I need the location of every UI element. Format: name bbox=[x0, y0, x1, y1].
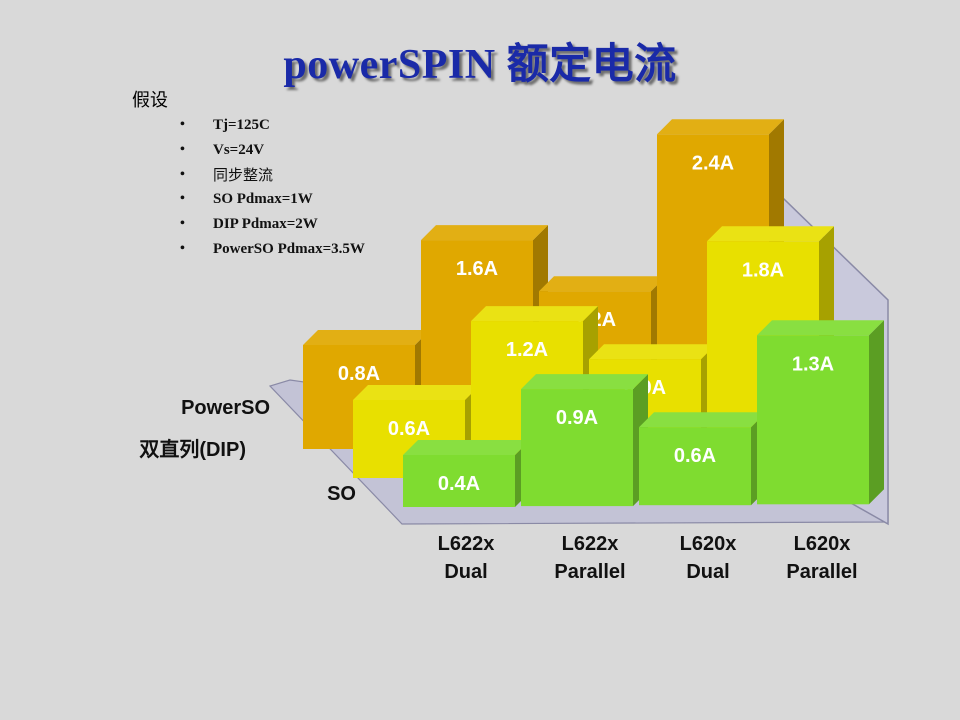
bar-top bbox=[421, 225, 548, 241]
category-label: Parallel bbox=[786, 561, 857, 583]
bar-top bbox=[589, 344, 716, 360]
bar-front bbox=[639, 427, 751, 506]
bar: 0.6A bbox=[639, 412, 766, 506]
data-label: 1.8A bbox=[742, 259, 784, 281]
category-label: L620x bbox=[794, 533, 851, 555]
bar-top bbox=[707, 226, 834, 242]
category-label: Dual bbox=[444, 561, 487, 583]
data-label: 0.8A bbox=[338, 363, 380, 385]
bar-side bbox=[869, 320, 884, 505]
bullet-icon: • bbox=[180, 166, 185, 182]
bar-top bbox=[521, 374, 648, 390]
data-label: 0.6A bbox=[388, 418, 430, 440]
category-label: L620x bbox=[680, 533, 737, 555]
bar-top bbox=[539, 276, 666, 292]
assumptions-heading: 假设 bbox=[132, 90, 168, 111]
series-label: 双直列(DIP) bbox=[139, 437, 246, 461]
data-label: 2.4A bbox=[692, 152, 734, 174]
bar-top bbox=[757, 320, 884, 336]
data-label: 0.6A bbox=[674, 445, 716, 467]
bar: 0.9A bbox=[521, 374, 648, 507]
slide-title: powerSPIN 额定电流 bbox=[283, 42, 677, 88]
bar: 0.4A bbox=[403, 440, 530, 507]
bullet-icon: • bbox=[180, 240, 185, 256]
bullet-icon: • bbox=[180, 141, 185, 157]
bar-top bbox=[657, 119, 784, 135]
bullet-icon: • bbox=[180, 216, 185, 232]
data-label: 1.2A bbox=[506, 339, 548, 361]
data-label: 1.6A bbox=[456, 258, 498, 280]
bar-front bbox=[521, 389, 633, 507]
bar-top bbox=[303, 330, 430, 345]
data-label: 0.9A bbox=[556, 407, 598, 429]
bullet-icon: • bbox=[180, 117, 185, 132]
bar: 1.3A bbox=[757, 320, 884, 505]
series-label: SO bbox=[327, 483, 356, 505]
bar-top bbox=[471, 306, 598, 322]
category-label: L622x bbox=[562, 533, 619, 555]
bar-top bbox=[353, 385, 480, 400]
bar-front bbox=[403, 455, 515, 507]
data-label: 0.4A bbox=[438, 473, 480, 495]
bullet-icon: • bbox=[180, 191, 185, 207]
bar-top bbox=[639, 412, 766, 428]
bar-top bbox=[403, 440, 530, 455]
data-label: 1.3A bbox=[792, 353, 834, 375]
category-label: Parallel bbox=[554, 561, 625, 583]
category-label: L622x bbox=[438, 533, 495, 555]
series-label: PowerSO bbox=[181, 397, 270, 419]
bar-front bbox=[757, 335, 869, 505]
category-label: Dual bbox=[686, 561, 729, 583]
